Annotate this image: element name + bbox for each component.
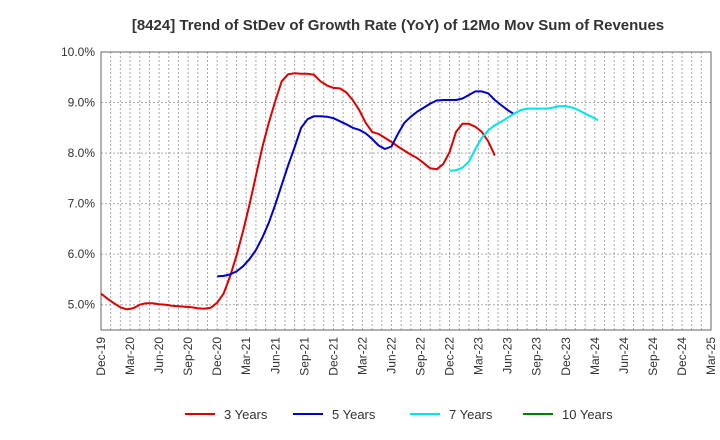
x-tick-label: Jun-21 xyxy=(268,337,282,374)
series-line-3-years xyxy=(100,72,496,311)
x-tick-label: Jun-23 xyxy=(501,337,515,374)
legend-label-3-years: 3 Years xyxy=(224,407,268,422)
legend-label-5-years: 5 Years xyxy=(332,407,376,422)
legend-label-7-years: 7 Years xyxy=(449,407,493,422)
x-tick-label: Sep-23 xyxy=(530,337,544,376)
y-axis: 5.0% 6.0% 7.0% 8.0% 9.0% 10.0% xyxy=(61,45,95,312)
x-tick-label: Mar-22 xyxy=(355,337,369,375)
y-tick-label: 6.0% xyxy=(68,247,96,261)
y-tick-label: 7.0% xyxy=(68,197,96,211)
plot-area xyxy=(100,51,712,331)
x-tick-label: Mar-24 xyxy=(588,337,602,375)
x-tick-label: Jun-20 xyxy=(152,337,166,374)
x-tick-label: Sep-20 xyxy=(181,337,195,376)
y-tick-label: 8.0% xyxy=(68,146,96,160)
x-axis: Dec-19 Mar-20 Jun-20 Sep-20 Dec-20 Mar-21 Jun-… xyxy=(94,337,718,376)
x-tick-label: Mar-20 xyxy=(123,337,137,375)
x-tick-label: Jun-22 xyxy=(384,337,398,374)
x-tick-label: Jun-24 xyxy=(617,337,631,374)
x-tick-label: Sep-21 xyxy=(297,337,311,376)
chart-title: [8424] Trend of StDev of Growth Rate (Yo… xyxy=(132,17,664,34)
series-line-7-years xyxy=(449,105,599,172)
x-tick-label: Dec-23 xyxy=(559,337,573,376)
y-tick-label: 9.0% xyxy=(68,96,96,110)
x-tick-label: Dec-19 xyxy=(94,337,108,376)
series-line-5-years xyxy=(217,90,515,278)
x-tick-label: Sep-22 xyxy=(414,337,428,376)
grid xyxy=(101,51,711,330)
x-tick-label: Dec-21 xyxy=(326,337,340,376)
x-tick-label: Dec-22 xyxy=(443,337,457,376)
x-tick-label: Sep-24 xyxy=(646,337,660,376)
y-tick-label: 10.0% xyxy=(61,45,95,59)
x-tick-label: Mar-23 xyxy=(472,337,486,375)
x-tick-label: Dec-24 xyxy=(675,337,689,376)
legend: 3 Years 5 Years 7 Years 10 Years xyxy=(185,407,613,422)
legend-label-10-years: 10 Years xyxy=(562,407,613,422)
x-tick-label: Mar-21 xyxy=(239,337,253,375)
x-tick-label: Dec-20 xyxy=(210,337,224,376)
series-lines xyxy=(100,72,599,311)
x-tick-label: Mar-25 xyxy=(704,337,718,375)
y-tick-label: 5.0% xyxy=(68,298,96,312)
